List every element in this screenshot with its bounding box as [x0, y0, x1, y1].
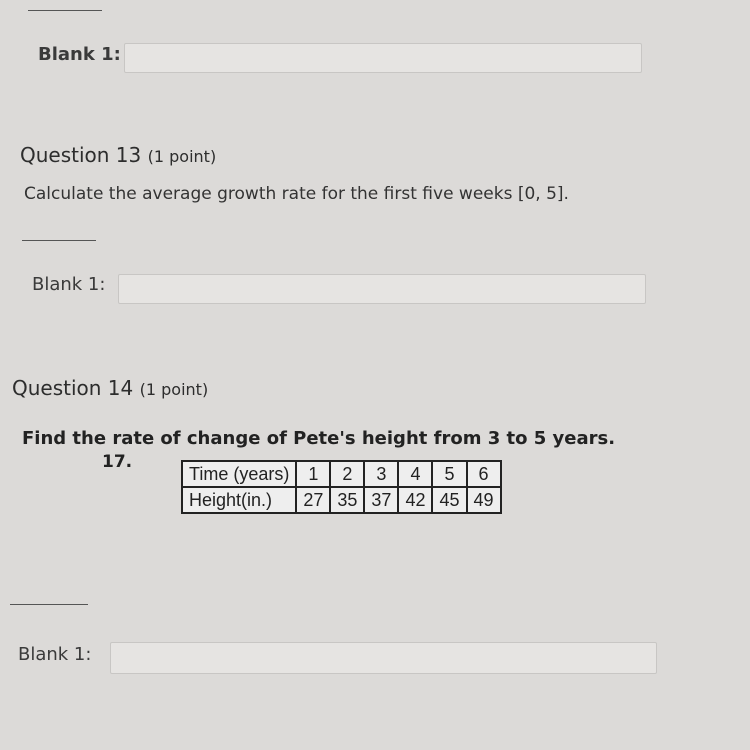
- table-cell: 42: [397, 486, 434, 514]
- question-title: Question 13: [20, 143, 142, 167]
- table-cell: 5: [431, 460, 468, 488]
- question-points: (1 point): [147, 147, 217, 166]
- table-cell: 35: [329, 486, 366, 514]
- question-14-title: Question 14 (1 point): [12, 376, 208, 400]
- height-table: Time (years) 1 2 3 4 5 6 Height(in.) 27 …: [180, 460, 502, 514]
- table-row: Time (years) 1 2 3 4 5 6: [180, 460, 502, 488]
- table-cell: 45: [431, 486, 468, 514]
- table-cell: 1: [295, 460, 332, 488]
- divider: [28, 10, 102, 11]
- question-13-text: Calculate the average growth rate for th…: [24, 184, 569, 204]
- blank-label: Blank 1:: [38, 44, 121, 65]
- question-14-text: Find the rate of change of Pete's height…: [22, 428, 616, 449]
- problem-number: 17.: [102, 452, 133, 472]
- question-points: (1 point): [139, 380, 209, 399]
- table-cell: 3: [363, 460, 400, 488]
- table-cell: Height(in.): [180, 486, 298, 514]
- divider: [22, 240, 96, 241]
- table-cell: 27: [295, 486, 332, 514]
- blank-label: Blank 1:: [32, 274, 106, 295]
- table-cell: 49: [465, 486, 502, 514]
- question-title: Question 14: [12, 376, 134, 400]
- table-cell: 37: [363, 486, 400, 514]
- table-cell: 2: [329, 460, 366, 488]
- table-cell: Time (years): [180, 460, 298, 488]
- table-cell: 4: [397, 460, 434, 488]
- blank-label: Blank 1:: [18, 644, 92, 665]
- blank-input-q13[interactable]: [118, 274, 646, 304]
- table-row: Height(in.) 27 35 37 42 45 49: [180, 486, 502, 514]
- table-cell: 6: [465, 460, 502, 488]
- question-13-title: Question 13 (1 point): [20, 143, 216, 167]
- divider: [10, 604, 88, 605]
- blank-input-q14[interactable]: [110, 642, 657, 674]
- blank-input-q12[interactable]: [124, 43, 642, 73]
